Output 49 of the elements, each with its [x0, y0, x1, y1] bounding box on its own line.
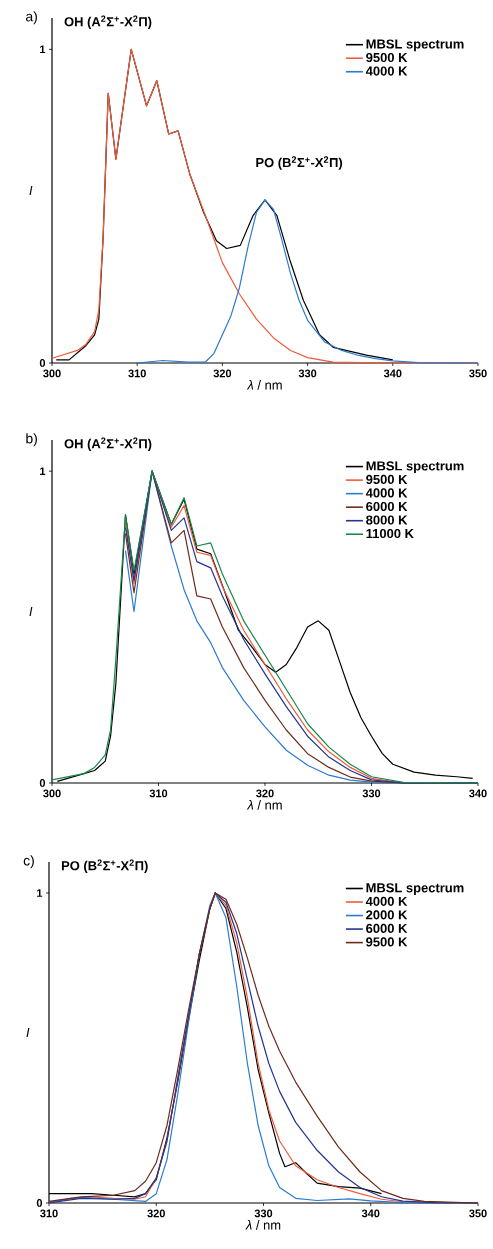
x-axis-title: λ / nm [246, 800, 282, 810]
chart-title: OH (A$^{2}$Σ$^{+}$-X$^{2}$Π) [64, 437, 152, 451]
x-tick-label: 330 [254, 1209, 273, 1218]
text: b) [26, 433, 37, 447]
legend-label: MBSL spectrum [366, 39, 464, 52]
x-tick-label: 350 [469, 369, 487, 378]
x-tick-label: 320 [213, 369, 232, 378]
legend-label: 6000 K [366, 923, 408, 933]
legend-label: 4000 K [365, 488, 408, 498]
x-tick-label: 340 [383, 369, 402, 378]
legend-label: 9500 K [366, 52, 408, 63]
y-tick-label: 1 [40, 45, 46, 54]
annotation: PO (B$^{2}$Σ$^{+}$-X$^{2}$Π) [256, 156, 343, 170]
y-axis-title: I [29, 186, 33, 195]
x-tick-label: 310 [40, 1209, 58, 1218]
x-tick-label: 310 [128, 369, 146, 378]
legend-label: 11000 K [366, 528, 414, 539]
x-tick-label: 340 [469, 789, 487, 798]
y-tick-label: 1 [37, 889, 43, 897]
legend-label: 9500 K [366, 474, 408, 485]
chart-title: PO (B$^{2}$Σ$^{+}$-X$^{2}$Π) [61, 859, 148, 873]
y-tick-label: 0 [39, 359, 46, 367]
x-tick-label: 300 [43, 369, 61, 378]
x-tick-label: 320 [147, 1209, 165, 1218]
x-tick-label: 350 [469, 1209, 487, 1218]
x-tick-label: 330 [362, 789, 381, 798]
x-tick-label: 300 [43, 789, 61, 798]
y-tick-label: 0 [39, 779, 46, 787]
legend-label: MBSL spectrum [366, 883, 464, 895]
legend-label: 6000 K [366, 501, 408, 512]
y-axis-title: I [26, 1028, 30, 1037]
legend-label: 2000 K [366, 910, 408, 920]
legend-label: 4000 K [365, 896, 408, 906]
text: a) [26, 11, 37, 25]
legend-label: MBSL spectrum [366, 461, 464, 474]
y-tick-label: 0 [36, 1199, 43, 1207]
y-tick-label: 1 [40, 467, 46, 475]
x-axis-title: λ / nm [246, 380, 282, 390]
legend-label: 8000 K [366, 515, 408, 525]
x-tick-label: 340 [361, 1209, 380, 1218]
legend-label: 9500 K [366, 937, 408, 947]
legend-label: 4000 K [365, 66, 408, 76]
x-tick-label: 310 [149, 789, 168, 798]
x-tick-label: 320 [256, 789, 274, 798]
chart-title: OH (A$^{2}$Σ$^{+}$-X$^{2}$Π) [64, 15, 152, 29]
y-axis-title: I [29, 607, 33, 616]
text: c) [23, 855, 34, 869]
x-axis-title: λ / nm [245, 1220, 281, 1230]
x-tick-label: 330 [298, 369, 317, 378]
